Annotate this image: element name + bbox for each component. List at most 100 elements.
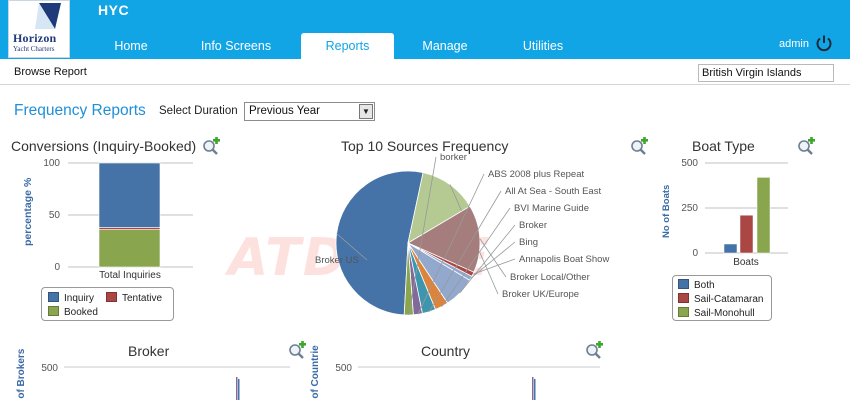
tab-home[interactable]: Home (114, 39, 148, 53)
pie-label: BVI Marine Guide (514, 203, 589, 214)
top-navigation-bar: Horizon Yacht Charters HYC Home Info Scr… (0, 0, 850, 59)
legend-swatch (48, 292, 59, 302)
legend-label: Tentative (122, 293, 163, 304)
legend-item-both[interactable]: Both (678, 279, 715, 291)
pie-label: All At Sea - South East (505, 186, 601, 197)
x-tick-label: Total Inquiries (99, 270, 161, 281)
broker-chart: 500 # of Brokers (16, 348, 290, 400)
bar-inquiry (98, 162, 161, 228)
country-chart: 500 # of Countries (310, 345, 600, 400)
zoom-in-icon[interactable] (201, 137, 221, 157)
chevron-down-icon[interactable]: ▼ (359, 104, 373, 119)
zoom-in-icon[interactable] (584, 341, 604, 361)
pie-label: Broker Local/Other (510, 272, 590, 283)
pie-label: Broker US (315, 255, 359, 266)
bar-booked (98, 229, 161, 268)
sources-pie-chart: Broker US Broker UK/Europe Broker Local/Ot… (315, 152, 609, 315)
app-title: HYC (98, 2, 130, 18)
y-tick-label: 250 (681, 203, 698, 214)
legend-label: Booked (64, 307, 98, 318)
sources-chart-title: Top 10 Sources Frequency (341, 138, 509, 154)
country-chart-title: Country (421, 343, 471, 359)
y-tick-label: 500 (681, 158, 698, 169)
y-axis-label: No of Boats (661, 185, 672, 238)
company-logo[interactable]: Horizon Yacht Charters (8, 0, 70, 58)
region-field[interactable]: British Virgin Islands (698, 64, 834, 82)
y-axis-label: # of Brokers (16, 348, 27, 400)
tab-manage[interactable]: Manage (422, 39, 468, 53)
logo-line1: Horizon (13, 31, 57, 45)
user-name[interactable]: admin (779, 38, 809, 50)
legend-item-sail-monohull[interactable]: Sail-Monohull (678, 307, 755, 319)
report-subbar: Browse Report British Virgin Islands (0, 59, 850, 85)
pie-label: Broker (519, 220, 547, 231)
zoom-in-icon[interactable] (629, 137, 649, 157)
pie-leader-line (479, 238, 507, 278)
legend-swatch (678, 307, 689, 317)
legend-item-inquiry[interactable]: Inquiry (48, 292, 94, 304)
y-tick-label: 500 (335, 363, 352, 374)
legend-label: Sail-Catamaran (694, 294, 764, 305)
pie-label: borker (440, 152, 467, 163)
zoom-in-icon[interactable] (287, 341, 307, 361)
pie-leader-line (441, 207, 511, 307)
duration-label: Select Duration (159, 105, 238, 117)
pie-leader-line (428, 190, 502, 313)
sail-logo-icon (35, 3, 61, 29)
pie-label: Annapolis Boat Show (519, 254, 609, 265)
zoom-in-icon[interactable] (796, 137, 816, 157)
bar-both (723, 243, 738, 254)
conversions-chart-title: Conversions (Inquiry-Booked) (11, 138, 197, 154)
conversions-legend: Inquiry Tentative Booked (41, 287, 174, 321)
pie-slice (335, 170, 424, 315)
bar-tentative (98, 227, 161, 230)
pie-label: ABS 2008 plus Repeat (488, 169, 584, 180)
y-tick-label: 50 (49, 210, 61, 221)
bar (238, 379, 240, 400)
y-axis-label: # of Countries (310, 345, 321, 400)
tab-reports[interactable]: Reports (301, 33, 394, 59)
pie-leader-line (408, 156, 437, 315)
bar (236, 377, 238, 400)
x-tick-label: Boats (733, 257, 759, 268)
bar (534, 379, 536, 400)
legend-swatch (678, 293, 689, 303)
duration-select[interactable]: Previous Year ▼ (244, 102, 375, 121)
bar (532, 377, 534, 400)
tab-info-screens[interactable]: Info Screens (200, 39, 272, 53)
y-tick-label: 100 (43, 158, 60, 169)
legend-swatch (48, 306, 59, 316)
y-tick-label: 0 (54, 262, 60, 273)
browse-report-label: Browse Report (14, 66, 87, 78)
power-icon[interactable] (815, 34, 833, 52)
duration-value: Previous Year (249, 105, 320, 117)
broker-chart-title: Broker (128, 343, 170, 359)
pie-leader-line (417, 173, 485, 315)
logo-line2: Yacht Charters (13, 45, 55, 53)
frequency-reports-title: Frequency Reports (14, 102, 146, 119)
boat-type-legend: Both Sail-Catamaran Sail-Monohull (672, 275, 772, 321)
legend-item-booked[interactable]: Booked (48, 306, 98, 318)
legend-label: Both (694, 280, 715, 291)
legend-label: Sail-Monohull (694, 308, 755, 319)
pie-leader-line (472, 258, 516, 275)
legend-item-tentative[interactable]: Tentative (106, 292, 162, 304)
pie-leader-line (459, 224, 516, 294)
pie-leader-line (336, 233, 368, 261)
y-tick-label: 500 (41, 363, 58, 374)
y-axis-label: percentage % (22, 177, 34, 246)
bar-sail-monohull (756, 177, 771, 254)
legend-swatch (106, 292, 117, 302)
legend-label: Inquiry (64, 293, 95, 304)
conversions-chart: 0 50 100 Total Inquiries percentage % (22, 158, 193, 281)
legend-item-sail-catamaran[interactable]: Sail-Catamaran (678, 293, 763, 305)
legend-swatch (678, 279, 689, 289)
boat-type-chart-title: Boat Type (692, 138, 755, 154)
pie-label: Broker UK/Europe (502, 289, 579, 300)
pie-label: Bing (519, 237, 538, 248)
tab-utilities[interactable]: Utilities (522, 39, 564, 53)
boat-type-chart: 0 250 500 Boats No of Boats (661, 158, 788, 268)
bar-sail-catamaran (739, 214, 754, 254)
pie-leader-line (470, 241, 516, 279)
y-tick-label: 0 (692, 248, 698, 259)
